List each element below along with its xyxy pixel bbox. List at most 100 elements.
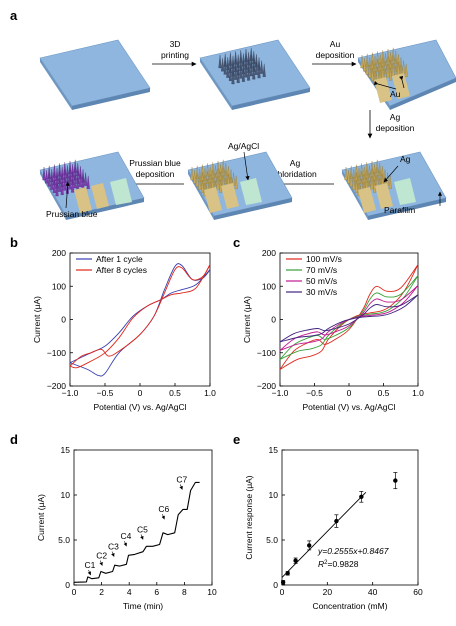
microneedle — [349, 173, 353, 187]
data-point — [293, 558, 298, 563]
microneedle — [190, 166, 194, 181]
microneedle — [60, 181, 64, 195]
plot-frame — [73, 449, 213, 586]
gold-microneedle-array-5 — [190, 159, 238, 197]
microneedle — [239, 65, 243, 79]
fit-equation: y=0.2555x+0.8467 — [317, 546, 389, 556]
pointer-au-1 — [373, 80, 397, 90]
microneedle — [216, 176, 220, 190]
microneedle — [370, 176, 374, 190]
x-tick-label: −0.5 — [97, 388, 114, 398]
cv-trace-forward — [69, 264, 211, 367]
gold-microneedle-array — [360, 47, 408, 85]
microneedle — [234, 66, 238, 80]
data-point — [359, 494, 364, 499]
step-pointer — [179, 484, 183, 490]
pb-ag-pad — [110, 178, 132, 205]
y-tick-label: −100 — [47, 348, 66, 358]
gold-pad-5b — [221, 183, 239, 209]
microneedle — [73, 174, 77, 189]
data-point — [285, 571, 290, 576]
y-tick-label: 0 — [61, 315, 66, 325]
device-needles — [199, 39, 311, 110]
x-tick-label: 0 — [72, 587, 77, 597]
x-tick-label: 1.0 — [204, 388, 216, 398]
panel-b: b −1.0 −0.5 0 0.5 1.0 −200 −100 0 100 200 Potentia… — [10, 235, 216, 412]
step-ag-deposition-line2: deposition — [376, 123, 415, 133]
legend-label: 100 mV/s — [306, 254, 342, 264]
y-tick-label: 15 — [61, 445, 71, 455]
x-tick-label: 20 — [323, 587, 333, 597]
microneedle — [241, 68, 245, 82]
y-axis-title: Current response (μA) — [244, 475, 254, 559]
cv-trace-forward — [279, 285, 419, 351]
cv-trace-reverse — [279, 275, 419, 360]
microneedle — [257, 64, 261, 79]
microneedle — [254, 61, 258, 75]
x-axis-title: Time (min) — [123, 601, 163, 611]
step-au-deposition-line2: deposition — [316, 50, 355, 60]
step-pointer — [99, 560, 103, 566]
y-tick-label: 200 — [262, 248, 276, 258]
panel-a: a 3D printing Au deposition — [10, 8, 456, 220]
step-ag-chloridation-line1: Ag — [290, 158, 301, 168]
microneedle — [219, 179, 223, 193]
x-tick-label: 2 — [99, 587, 104, 597]
x-tick-label: 1.0 — [412, 388, 424, 398]
legend-label: After 1 cycle — [96, 254, 143, 264]
device-ag — [341, 151, 447, 220]
cv-trace-reverse — [279, 264, 419, 370]
device-agagcl — [187, 151, 293, 220]
panel-c: c −1.0 −0.5 0 0.5 1.0 −200 −100 0 100 200 Potentia… — [233, 235, 424, 412]
microneedle — [84, 172, 88, 186]
microneedle — [63, 177, 67, 191]
microneedle — [50, 176, 54, 190]
microneedle — [247, 67, 251, 81]
y-axis-title: Current (μA) — [242, 296, 252, 343]
label-parafilm: Parafilm — [384, 205, 415, 215]
y-tick-label: 0 — [273, 580, 278, 590]
microneedle-array — [218, 47, 266, 85]
step-annotation: C2 — [96, 551, 107, 561]
x-tick-label: 10 — [207, 587, 217, 597]
step-pointer — [161, 514, 165, 520]
x-tick-label: 0.5 — [169, 388, 181, 398]
step-annotation: C4 — [120, 531, 131, 541]
y-tick-label: 5.0 — [58, 535, 70, 545]
x-axis-title: Potential (V) vs. Ag/AgCl — [93, 402, 186, 412]
chart-b: −1.0 −0.5 0 0.5 1.0 −200 −100 0 100 200 Potential … — [32, 248, 216, 412]
panel-d: d 0 2 4 6 8 10 0 5.0 10 15 Time (min) Current (μA) C… — [10, 432, 217, 611]
x-tick-label: 40 — [368, 587, 378, 597]
microneedle — [354, 179, 358, 193]
microneedle — [352, 176, 356, 190]
microneedle — [252, 66, 256, 80]
label-agagcl: Ag/AgCl — [228, 141, 259, 151]
gold-pad-6b — [91, 183, 109, 209]
label-ag: Ag — [400, 154, 411, 164]
step-au-deposition-line1: Au — [330, 39, 341, 49]
microneedle — [262, 63, 266, 77]
x-axis-title: Concentration (mM) — [312, 601, 387, 611]
y-tick-label: 0 — [271, 315, 276, 325]
microneedle — [404, 63, 408, 77]
microneedle — [368, 64, 372, 78]
step-pointer — [111, 551, 115, 557]
data-point — [307, 543, 312, 548]
step-ag-deposition-line1: Ag — [390, 112, 401, 122]
microneedle — [234, 175, 238, 189]
x-tick-label: 4 — [127, 587, 132, 597]
microneedle — [45, 170, 49, 184]
y-tick-label: −200 — [47, 381, 66, 391]
step-pb-deposition-line2: deposition — [136, 169, 175, 179]
microneedle — [249, 62, 253, 77]
amperometric-trace — [73, 481, 200, 583]
gold-pad-2 — [392, 73, 410, 99]
step-3d-printing-line2: printing — [161, 50, 189, 60]
microneedle — [347, 170, 351, 184]
legend-label: 50 mV/s — [306, 276, 337, 286]
microneedle — [47, 173, 51, 187]
device-prussian-blue — [39, 151, 145, 220]
microneedle — [360, 54, 364, 69]
x-tick-label: −1.0 — [62, 388, 79, 398]
pointer-ag — [383, 165, 399, 183]
